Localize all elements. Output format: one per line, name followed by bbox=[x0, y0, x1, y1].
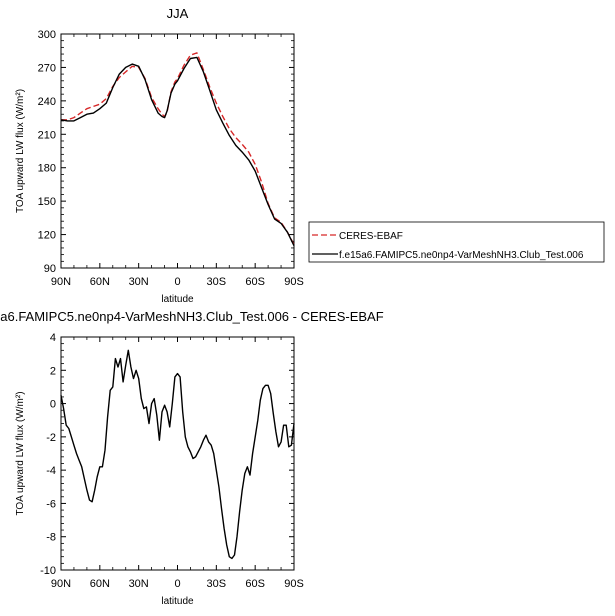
y-tick-label: 240 bbox=[38, 96, 56, 108]
bottom-chart-frame bbox=[60, 336, 295, 571]
y-tick-label: -2 bbox=[46, 432, 56, 444]
y-tick-label: 300 bbox=[38, 29, 56, 41]
y-tick-label: -4 bbox=[46, 465, 56, 477]
legend-label-model: f.e15a6.FAMIPC5.ne0np4-VarMeshNH3.Club_T… bbox=[339, 250, 584, 261]
x-tick-label: 90S bbox=[284, 578, 304, 590]
series-line-1 bbox=[60, 56, 295, 247]
x-tick-label: 60N bbox=[90, 276, 110, 288]
x-tick-label: 90S bbox=[284, 276, 304, 288]
y-tick-label: -10 bbox=[40, 565, 56, 577]
x-tick-label: 60S bbox=[245, 578, 265, 590]
x-tick-label: 0 bbox=[174, 276, 180, 288]
x-tick-label: 30S bbox=[207, 578, 227, 590]
legend: CERES-EBAF f.e15a6.FAMIPC5.ne0np4-VarMes… bbox=[308, 221, 605, 263]
top-chart-ylabel: TOA upward LW flux (W/m²) bbox=[15, 89, 26, 213]
bottom-chart-lines bbox=[60, 349, 295, 560]
y-tick-label: 2 bbox=[50, 365, 56, 377]
top-chart-xlabel: latitude bbox=[161, 294, 194, 305]
legend-label-obs: CERES-EBAF bbox=[339, 231, 403, 242]
bottom-chart-xlabel: latitude bbox=[161, 596, 194, 607]
y-tick-label: 270 bbox=[38, 62, 56, 74]
x-tick-label: 90N bbox=[51, 578, 71, 590]
top-chart-lines bbox=[60, 52, 295, 247]
y-tick-label: 210 bbox=[38, 129, 56, 141]
x-tick-label: 30S bbox=[207, 276, 227, 288]
top-chart-ticks: 90N 60N 30N 0 30S 60S 90S 90 120 150 180 210 240 270 3… bbox=[38, 29, 304, 288]
x-tick-label: 60N bbox=[90, 578, 110, 590]
x-tick-label: 90N bbox=[51, 276, 71, 288]
x-tick-label: 60S bbox=[245, 276, 265, 288]
x-tick-label: 0 bbox=[174, 578, 180, 590]
bottom-chart-title: f.e15a6.FAMIPC5.ne0np4-VarMeshNH3.Club_T… bbox=[0, 309, 384, 324]
series-line-0 bbox=[61, 52, 295, 245]
top-chart-frame bbox=[60, 33, 295, 269]
top-chart-title: JJA bbox=[167, 6, 189, 21]
x-tick-label: 30N bbox=[129, 276, 149, 288]
y-tick-label: 150 bbox=[38, 196, 56, 208]
y-tick-label: 90 bbox=[44, 263, 56, 275]
y-tick-label: -8 bbox=[46, 532, 56, 544]
top-chart: JJA 90N 60N 30N 0 30S 60S 90S 90 120 150 180 210 240… bbox=[15, 6, 304, 305]
y-tick-label: 120 bbox=[38, 230, 56, 242]
y-tick-label: -6 bbox=[46, 498, 56, 510]
bottom-chart-ticks: 90N 60N 30N 0 30S 60S 90S -10 -8 -6 -4 -2 0 2 4 bbox=[40, 332, 304, 590]
bottom-chart-ylabel: TOA upward LW flux (W/m²) bbox=[15, 391, 26, 515]
legend-box bbox=[308, 221, 605, 263]
y-tick-label: 180 bbox=[38, 163, 56, 175]
y-tick-label: 0 bbox=[50, 399, 56, 411]
y-tick-label: 4 bbox=[50, 332, 56, 344]
x-tick-label: 30N bbox=[129, 578, 149, 590]
bottom-chart: f.e15a6.FAMIPC5.ne0np4-VarMeshNH3.Club_T… bbox=[0, 309, 384, 607]
series-line-0 bbox=[60, 349, 295, 560]
